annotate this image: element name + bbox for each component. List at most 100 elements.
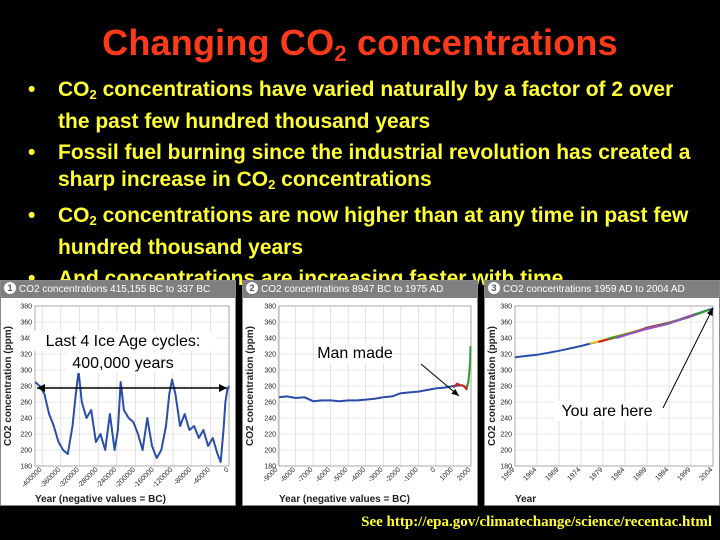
y-tick-label: 220 bbox=[264, 432, 276, 439]
y-tick-label: 240 bbox=[500, 416, 512, 423]
y-tick-label: 380 bbox=[20, 304, 32, 311]
annotation-text: 400,000 years bbox=[72, 355, 173, 372]
title-text: Changing CO bbox=[102, 22, 335, 63]
y-tick-label: 240 bbox=[264, 416, 276, 423]
y-tick-label: 380 bbox=[500, 304, 512, 311]
y-tick-label: 200 bbox=[20, 448, 32, 455]
y-tick-label: 260 bbox=[264, 400, 276, 407]
bullet-list: • CO2 concentrations have varied naturall… bbox=[28, 76, 708, 301]
chart-panel-2: 2 CO2 concentrations 8947 BC to 1975 AD 1… bbox=[242, 280, 478, 506]
y-tick-label: 320 bbox=[500, 352, 512, 359]
y-tick-label: 280 bbox=[264, 384, 276, 391]
y-tick-label: 280 bbox=[20, 384, 32, 391]
chart-header: 3 CO2 concentrations 1959 AD to 2004 AD bbox=[485, 281, 719, 298]
chart-header: 2 CO2 concentrations 8947 BC to 1975 AD bbox=[243, 281, 477, 298]
pointer-arrow bbox=[662, 307, 714, 409]
y-tick-label: 220 bbox=[20, 432, 32, 439]
chart-title: CO2 concentrations 415,155 BC to 337 BC bbox=[19, 284, 211, 295]
x-tick-label: 2004 bbox=[698, 466, 714, 482]
x-axis-label: Year bbox=[515, 494, 536, 505]
chart-title: CO2 concentrations 8947 BC to 1975 AD bbox=[261, 284, 444, 295]
y-tick-label: 340 bbox=[264, 336, 276, 343]
slide-title: Changing CO2 concentrations bbox=[0, 22, 720, 67]
y-tick-label: 360 bbox=[20, 320, 32, 327]
series-line bbox=[615, 313, 696, 339]
bullet-item: • Fossil fuel burning since the industria… bbox=[28, 139, 708, 198]
y-axis-label: CO2 concentration (ppm) bbox=[245, 326, 256, 446]
bullet-dot: • bbox=[28, 78, 36, 101]
y-tick-label: 280 bbox=[500, 384, 512, 391]
y-tick-label: 380 bbox=[264, 304, 276, 311]
annotation-text: You are here bbox=[561, 403, 652, 420]
pointer-arrowhead bbox=[706, 308, 713, 316]
x-tick-label: 2000 bbox=[456, 466, 472, 482]
y-tick-label: 300 bbox=[264, 368, 276, 375]
bullet-dot: • bbox=[28, 267, 36, 290]
x-tick-label: 1969 bbox=[544, 466, 560, 482]
annotation-bg bbox=[29, 331, 217, 351]
plot-frame bbox=[278, 305, 472, 467]
x-tick-label: -4000 bbox=[350, 466, 368, 484]
x-tick-label: -40000 bbox=[192, 466, 212, 486]
y-tick-label: 340 bbox=[500, 336, 512, 343]
x-tick-label: -8000 bbox=[279, 466, 297, 484]
x-tick-label: 1984 bbox=[610, 466, 626, 482]
y-tick-label: 360 bbox=[500, 320, 512, 327]
x-tick-label: -80000 bbox=[173, 466, 193, 486]
y-tick-label: 180 bbox=[500, 464, 512, 471]
y-tick-label: 260 bbox=[20, 400, 32, 407]
x-tick-label: -5000 bbox=[332, 466, 350, 484]
x-axis-label: Year (negative values = BC) bbox=[279, 494, 410, 505]
y-tick-label: 260 bbox=[500, 400, 512, 407]
source-link[interactable]: See http://epa.gov/climatechange/science… bbox=[361, 514, 712, 530]
x-tick-label: -3000 bbox=[367, 466, 385, 484]
bullet-item: • CO2 concentrations are now higher than … bbox=[28, 202, 708, 261]
bullet-dot: • bbox=[28, 204, 36, 227]
y-tick-label: 340 bbox=[20, 336, 32, 343]
title-subscript: 2 bbox=[334, 41, 347, 66]
y-tick-label: 320 bbox=[264, 352, 276, 359]
series-line bbox=[465, 345, 472, 388]
bullet-text: Fossil fuel burning since the industrial… bbox=[58, 141, 691, 192]
x-tick-label: 1999 bbox=[676, 466, 692, 482]
chart-number-badge: 3 bbox=[488, 282, 500, 294]
annotation-text: Last 4 Ice Age cycles: bbox=[46, 333, 201, 350]
y-tick-label: 300 bbox=[500, 368, 512, 375]
y-tick-label: 320 bbox=[20, 352, 32, 359]
chart-header: 1 CO2 concentrations 415,155 BC to 337 BC bbox=[1, 281, 235, 298]
y-tick-label: 240 bbox=[20, 416, 32, 423]
y-tick-label: 360 bbox=[264, 320, 276, 327]
annotation-bg bbox=[554, 401, 660, 421]
y-tick-label: 180 bbox=[264, 464, 276, 471]
x-axis-label: Year (negative values = BC) bbox=[35, 494, 166, 505]
chart-number-badge: 2 bbox=[246, 282, 258, 294]
annotation-bg bbox=[66, 353, 180, 373]
y-tick-label: 220 bbox=[500, 432, 512, 439]
x-tick-label: -1000 bbox=[402, 466, 420, 484]
series-line bbox=[278, 384, 467, 403]
arrowhead-left bbox=[37, 384, 45, 392]
x-tick-label: 1964 bbox=[522, 466, 538, 482]
annotation-bg bbox=[319, 343, 391, 363]
title-text-rest: concentrations bbox=[346, 22, 618, 63]
chart-panel-3: 3 CO2 concentrations 1959 AD to 2004 AD 1… bbox=[484, 280, 720, 506]
bullet-dot: • bbox=[28, 141, 36, 164]
chart-panel-1: 1 CO2 concentrations 415,155 BC to 337 BC… bbox=[0, 280, 236, 506]
x-tick-label: -2000 bbox=[385, 466, 403, 484]
x-tick-label: 0 bbox=[430, 466, 438, 474]
y-axis-label: CO2 concentration (ppm) bbox=[487, 326, 498, 446]
x-tick-label: 0 bbox=[223, 466, 231, 474]
x-tick-label: -7000 bbox=[297, 466, 315, 484]
chart-number-badge: 1 bbox=[4, 282, 16, 294]
chart-title: CO2 concentrations 1959 AD to 2004 AD bbox=[503, 284, 685, 295]
x-tick-label: 1989 bbox=[632, 466, 648, 482]
x-tick-label: 1979 bbox=[588, 466, 604, 482]
y-tick-label: 180 bbox=[20, 464, 32, 471]
pointer-arrowhead bbox=[451, 388, 459, 396]
arrowhead-right bbox=[219, 384, 227, 392]
bullet-text: CO2 concentrations have varied naturally… bbox=[58, 78, 674, 133]
bullet-text: CO2 concentrations are now higher than a… bbox=[58, 204, 689, 259]
plot-frame bbox=[514, 305, 714, 467]
